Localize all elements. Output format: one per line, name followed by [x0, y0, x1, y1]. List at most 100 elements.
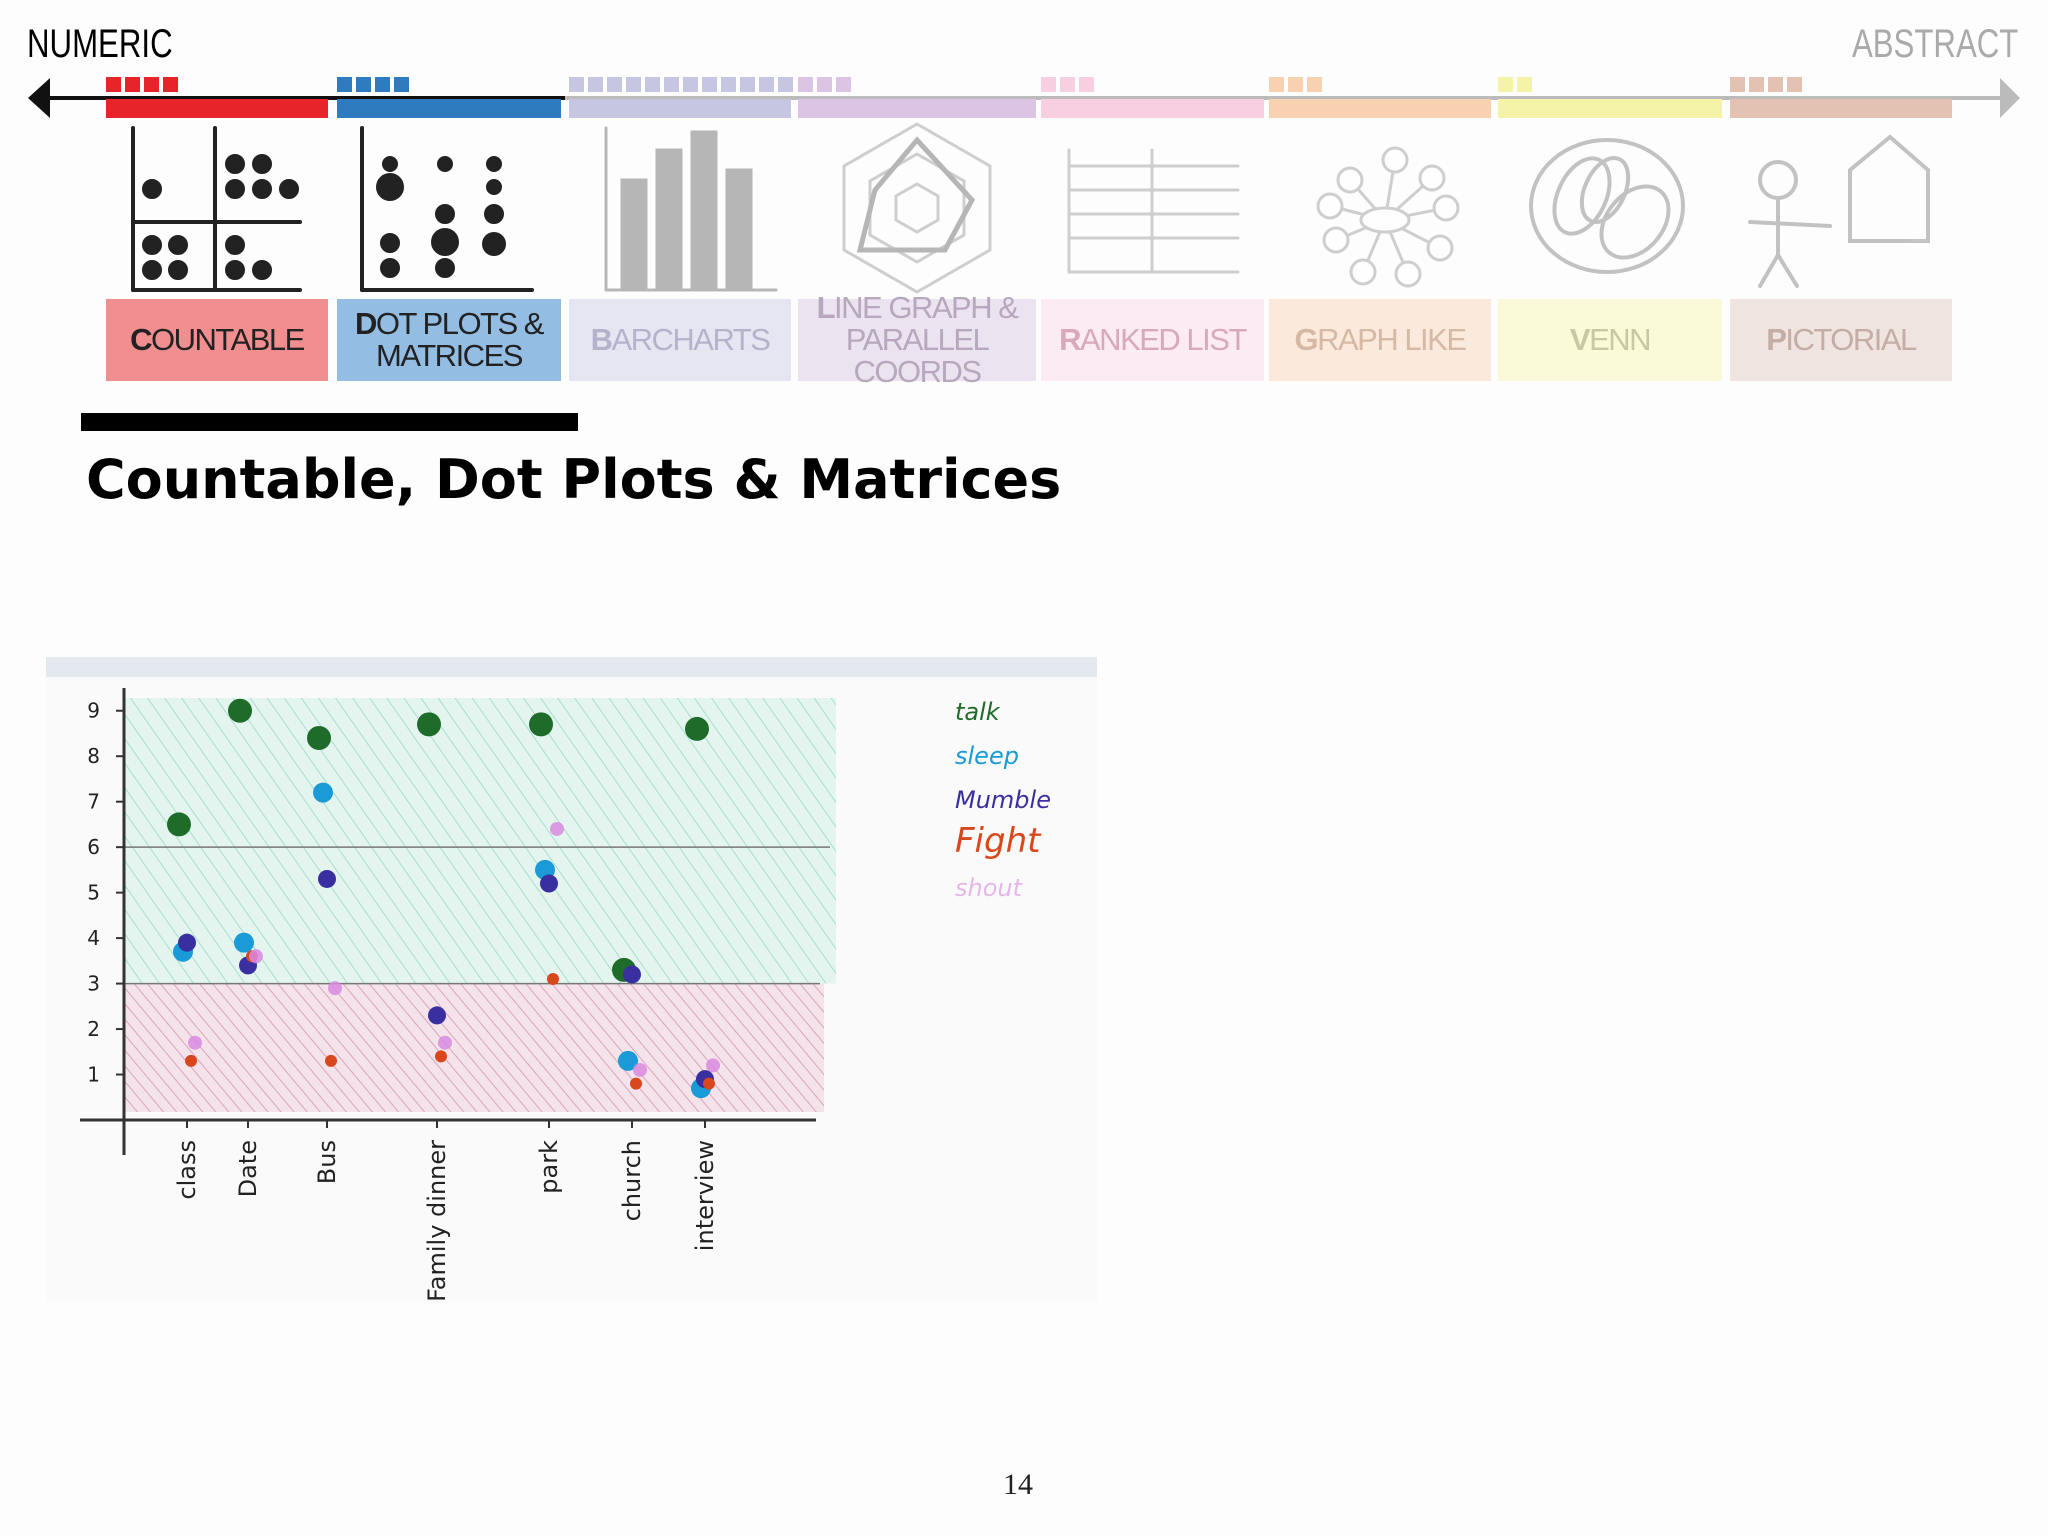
category-bar — [1498, 99, 1722, 118]
band-green — [124, 698, 836, 984]
category-square — [163, 77, 178, 92]
category-square — [1517, 77, 1532, 92]
category-square — [356, 77, 371, 92]
category-square — [1060, 77, 1075, 92]
category-square — [759, 77, 774, 92]
legend-label: sleep — [955, 742, 1019, 770]
photo-edge — [46, 657, 1097, 677]
y-tick-label: 4 — [87, 926, 100, 950]
dot — [428, 1006, 446, 1025]
category-text: BARCHARTS — [590, 322, 771, 357]
category-square — [626, 77, 641, 92]
category-square — [721, 77, 736, 92]
icon-ranked-list — [1067, 148, 1240, 274]
dot — [438, 1035, 452, 1050]
dot — [633, 1062, 647, 1077]
y-tick-label: 1 — [87, 1063, 100, 1087]
dot — [706, 1058, 720, 1073]
category-square — [607, 77, 622, 92]
dot — [178, 933, 196, 952]
dot — [630, 1077, 642, 1090]
category-bar — [106, 99, 328, 118]
category-square — [337, 77, 352, 92]
category-bar — [337, 99, 561, 118]
dot — [540, 874, 558, 893]
category-label: LINE GRAPH & PARALLEL COORDS — [798, 292, 1036, 388]
arrow-head — [2000, 78, 2020, 118]
arrow-head — [28, 78, 50, 118]
plot: 1 2 3 4 5 6 7 8 9 class Date Bus Family dinner park ch… — [80, 688, 1051, 1302]
dot — [188, 1035, 202, 1050]
x-tick-label: Family dinner — [423, 1140, 451, 1302]
icon-dot-plots — [360, 126, 534, 292]
y-tick-label: 2 — [87, 1017, 100, 1041]
y-tick-label: 7 — [87, 790, 100, 814]
category-square — [1749, 77, 1764, 92]
category-square — [740, 77, 755, 92]
category-square — [394, 77, 409, 92]
y-tick-label: 8 — [87, 744, 100, 768]
title-bar — [81, 413, 578, 431]
dot — [547, 973, 559, 986]
category-bar — [569, 99, 791, 118]
dot — [228, 698, 252, 723]
dot — [318, 869, 336, 888]
category-label: BARCHARTS — [569, 299, 791, 381]
category-label: COUNTABLE — [106, 299, 328, 381]
category-square — [106, 77, 121, 92]
dot — [234, 932, 254, 953]
category-square — [1269, 77, 1284, 92]
y-tick-label: 6 — [87, 835, 100, 859]
category-label: VENN — [1498, 299, 1722, 381]
dot — [618, 1050, 638, 1071]
category-square — [836, 77, 851, 92]
dot — [703, 1077, 715, 1090]
dot — [685, 716, 709, 741]
legend-label: talk — [955, 698, 1001, 726]
category-square — [645, 77, 660, 92]
category-text: GRAPH LIKE — [1294, 322, 1467, 357]
category-text: COUNTABLE — [130, 322, 305, 357]
category-square — [1498, 77, 1513, 92]
dot — [307, 726, 331, 751]
dot — [325, 1054, 337, 1067]
category-text: VENN — [1569, 322, 1652, 357]
category-label: DOT PLOTS & MATRICES — [337, 299, 561, 381]
category-bar — [1041, 99, 1264, 118]
category-label: PICTORIAL — [1730, 299, 1952, 381]
category-bar — [1730, 99, 1952, 118]
dot — [529, 712, 553, 737]
y-tick-label: 3 — [87, 972, 100, 996]
dot — [435, 1050, 447, 1063]
numeric-label: NUMERIC — [27, 22, 173, 66]
icon-graph — [1316, 146, 1460, 288]
category-square — [817, 77, 832, 92]
category-square — [1079, 77, 1094, 92]
dot — [185, 1054, 197, 1067]
dot — [167, 812, 191, 837]
icon-barcharts — [604, 126, 778, 292]
x-tick-label: park — [535, 1140, 563, 1194]
category-text: RANKED LIST — [1059, 322, 1247, 357]
slide-title: Countable, Dot Plots & Matrices — [86, 448, 1062, 511]
category-square — [1787, 77, 1802, 92]
x-tick-label: church — [618, 1140, 646, 1221]
abstract-label: ABSTRACT — [1851, 22, 2018, 66]
icons — [131, 122, 1930, 294]
icon-pictorial — [1748, 134, 1930, 288]
category-square — [569, 77, 584, 92]
dot — [550, 821, 564, 836]
category-square — [144, 77, 159, 92]
category-square — [125, 77, 140, 92]
category-square — [702, 77, 717, 92]
category-square — [778, 77, 793, 92]
category-square — [375, 77, 390, 92]
x-tick-label: Bus — [313, 1140, 341, 1184]
category-label: RANKED LIST — [1041, 299, 1264, 381]
category-square — [588, 77, 603, 92]
dot — [249, 949, 263, 964]
category-bar — [798, 99, 1036, 118]
page-number: 14 — [1003, 1468, 1033, 1501]
